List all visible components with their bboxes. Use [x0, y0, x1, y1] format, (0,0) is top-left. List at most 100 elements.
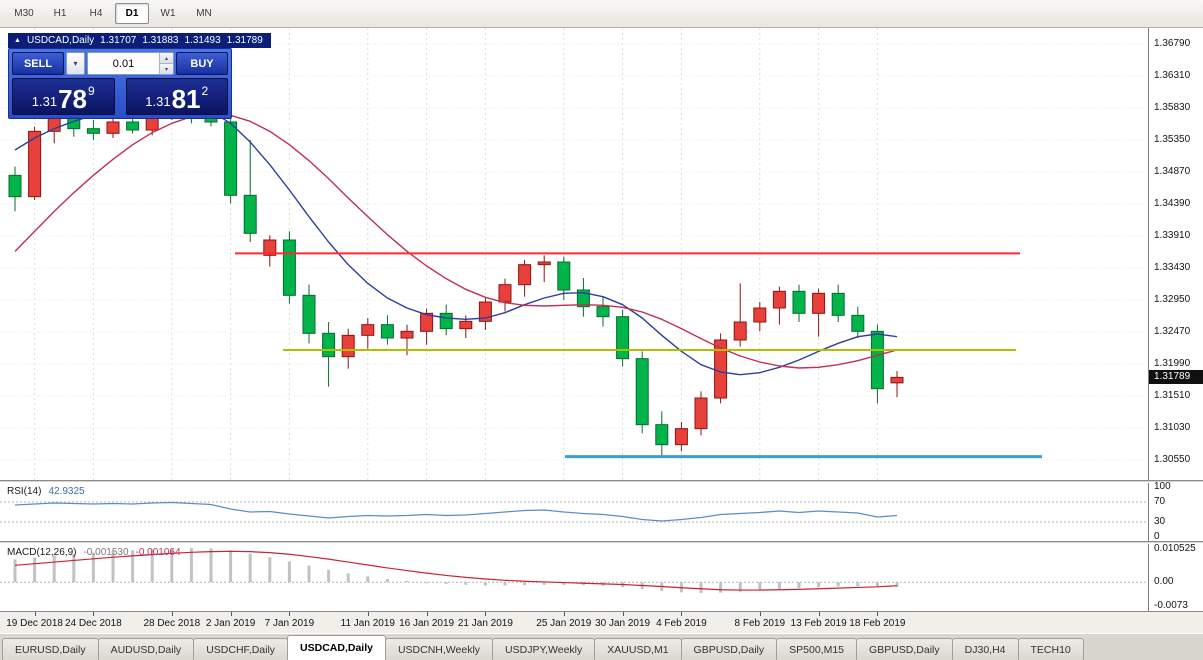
time-axis-tick	[367, 612, 369, 616]
rsi-canvas	[0, 501, 1148, 523]
symbol-name: USDCAD,Daily	[26, 35, 95, 46]
chart-tab[interactable]: USDCNH,Weekly	[384, 638, 494, 660]
candle-body	[86, 128, 100, 134]
panel-divider[interactable]	[0, 541, 1203, 544]
candle-body	[439, 312, 453, 330]
volume-decrease-button[interactable]: ▾	[160, 64, 173, 74]
timeframe-button-h1[interactable]: H1	[53, 8, 67, 19]
buy-price-pip-digit: 2	[201, 84, 209, 98]
macd-bar	[503, 582, 507, 586]
date-label: 28 Dec 2018	[143, 618, 201, 629]
timeframe-button-mn[interactable]: MN	[196, 8, 212, 19]
macd-bar	[268, 557, 272, 583]
price-axis-label: 1.34390	[1154, 198, 1191, 209]
macd-bar	[444, 582, 448, 584]
macd-bar	[817, 582, 821, 588]
macd-bar	[13, 559, 17, 583]
candle-body	[831, 292, 845, 316]
macd-bar	[777, 582, 781, 590]
rsi-scale-label: 100	[1154, 481, 1171, 492]
macd-signal-value: -0.001064	[135, 547, 181, 558]
chart-tab[interactable]: DJ30,H4	[951, 638, 1019, 660]
ohlc-low: 1.31493	[184, 35, 221, 46]
macd-bar	[33, 557, 37, 583]
candle-body	[28, 130, 42, 198]
volume-increase-button[interactable]: ▴	[160, 53, 173, 64]
timeframe-button-w1[interactable]: W1	[160, 8, 176, 19]
chart-tab[interactable]: USDCHF,Daily	[193, 638, 289, 660]
price-axis-label: 1.32950	[1154, 294, 1191, 305]
symbol-marker-icon: ▲	[14, 37, 21, 44]
chart-tab-bar: EURUSD,Daily AUDUSD,Daily USDCHF,Daily USDC…	[0, 633, 1203, 660]
candle-body	[380, 324, 394, 339]
chart-tab[interactable]: EURUSD,Daily	[2, 638, 99, 660]
volume-dropdown-button[interactable]: ▾	[66, 52, 85, 75]
chart-tab[interactable]: SP500,M15	[776, 638, 858, 660]
timeframe-button-d1[interactable]: D1	[115, 3, 149, 24]
macd-indicator-panel[interactable]: MACD(12,26,9) -0.001530 -0.001064	[0, 544, 1148, 611]
macd-bar	[327, 569, 331, 583]
macd-bar	[758, 582, 762, 591]
rsi-scale-axis[interactable]: 100 70 30 0	[1148, 481, 1203, 542]
chart-tab[interactable]: TECH10	[1017, 638, 1084, 660]
timeframe-toolbar: M30 H1 H4 D1 W1 MN	[0, 0, 1203, 28]
chart-tab[interactable]: USDJPY,Weekly	[492, 638, 596, 660]
price-axis-label: 1.31030	[1154, 422, 1191, 433]
macd-scale-label: -0.0073	[1154, 600, 1188, 611]
rsi-line	[14, 501, 898, 522]
volume-input[interactable]: 0.01 ▴ ▾	[87, 52, 174, 75]
candle-body	[420, 312, 434, 332]
price-axis-label: 1.36790	[1154, 38, 1191, 49]
macd-bar	[150, 549, 154, 583]
chart-tab[interactable]: GBPUSD,Daily	[856, 638, 953, 660]
macd-bar	[366, 576, 370, 583]
sell-price-display[interactable]: 1.31 78 9	[12, 78, 115, 115]
macd-bar	[346, 573, 350, 583]
date-label: 18 Feb 2019	[849, 618, 906, 629]
chart-tab[interactable]: GBPUSD,Daily	[680, 638, 778, 660]
buy-button[interactable]: BUY	[176, 52, 228, 75]
macd-bar	[405, 580, 409, 583]
candle-body	[714, 339, 728, 399]
date-label: 19 Dec 2018	[6, 618, 63, 629]
candle-body	[106, 121, 120, 134]
macd-bar	[248, 553, 252, 583]
candlestick-canvas[interactable]	[0, 28, 1148, 480]
buy-price-big-digits: 81	[171, 84, 201, 115]
candle-body	[126, 121, 140, 131]
ohlc-high: 1.31883	[142, 35, 179, 46]
macd-bar	[738, 582, 742, 592]
price-axis-label: 1.31510	[1154, 390, 1191, 401]
macd-bar	[797, 582, 801, 589]
price-axis[interactable]: 1.36790 1.36310 1.35830 1.35350 1.34870 1.343…	[1148, 28, 1203, 480]
date-label: 24 Dec 2018	[65, 618, 122, 629]
macd-bar	[699, 582, 703, 593]
date-label: 8 Feb 2019	[734, 618, 786, 629]
price-axis-label: 1.35830	[1154, 102, 1191, 113]
sell-button[interactable]: SELL	[12, 52, 64, 75]
date-label: 21 Jan 2019	[457, 618, 513, 629]
volume-spinner: ▴ ▾	[159, 53, 173, 74]
main-price-chart[interactable]: ▲ USDCAD,Daily 1.31707 1.31883 1.31493 1…	[0, 28, 1148, 480]
price-axis-label: 1.33910	[1154, 230, 1191, 241]
price-axis-label: 1.30550	[1154, 454, 1191, 465]
date-label: 25 Jan 2019	[536, 618, 592, 629]
macd-name: MACD(12,26,9)	[7, 547, 77, 558]
buy-price-display[interactable]: 1.31 81 2	[125, 78, 228, 115]
timeframe-button-h4[interactable]: H4	[89, 8, 103, 19]
chart-tab[interactable]: XAUUSD,M1	[594, 638, 682, 660]
chart-tab[interactable]: USDCAD,Daily	[287, 635, 386, 660]
candle-body	[792, 290, 806, 314]
rsi-indicator-panel[interactable]: RSI(14) 42.9325	[0, 483, 1148, 541]
timeframe-button-m30[interactable]: M30	[14, 8, 34, 19]
chart-tab[interactable]: AUDUSD,Daily	[97, 638, 195, 660]
time-axis[interactable]: 19 Dec 2018 24 Dec 2018 28 Dec 2018 2 Jan 2…	[0, 611, 1203, 633]
macd-bar	[856, 582, 860, 587]
candle-body	[243, 194, 257, 234]
candle-body	[694, 397, 708, 430]
candle-body	[596, 306, 610, 318]
time-axis-tick	[877, 612, 879, 616]
ohlc-open: 1.31707	[100, 35, 137, 46]
panel-divider[interactable]	[0, 480, 1203, 483]
macd-scale-axis[interactable]: 0.010525 0.00 -0.0073	[1148, 543, 1203, 611]
